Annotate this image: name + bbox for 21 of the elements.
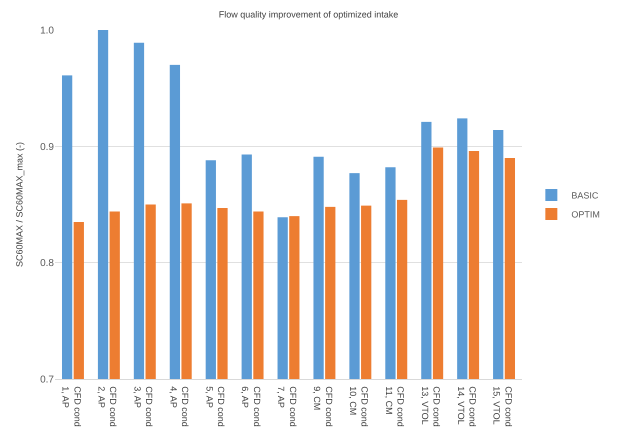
x-tick-label: CFD cond 11, CM	[384, 386, 406, 427]
y-axis-title: SC60MAX / SC60MAX_max (-)	[14, 142, 24, 268]
x-tick-label: CFD cond 9, CM	[312, 386, 334, 427]
y-tick-label: 0.9	[40, 142, 54, 153]
x-tick-label: CFD cond 3, AP	[132, 386, 154, 427]
x-tick-label: CFD cond 10, CM	[348, 386, 370, 427]
x-tick-label: CFD cond 13, VTOL	[420, 386, 442, 427]
x-tick-label: CFD cond 5, AP	[204, 386, 226, 427]
x-tick-label: CFD cond 4, AP	[168, 386, 190, 427]
x-tick-label: CFD cond 2, AP	[96, 386, 118, 427]
y-tick-label: 0.7	[40, 374, 54, 386]
legend-label: OPTIM	[571, 210, 600, 220]
x-tick-label: CFD cond 15, VTOL	[492, 386, 514, 427]
y-tick-label: 0.8	[40, 258, 54, 270]
chart-title: Flow quality improvement of optimized intake	[218, 9, 398, 20]
legend-label: BASIC	[571, 190, 599, 201]
x-tick-label: CFD cond 7, AP	[276, 386, 298, 427]
x-tick-label: CFD cond 6, AP	[240, 386, 262, 427]
x-tick-label: CFD cond 1, AP	[60, 386, 82, 427]
y-tick-label: 1.0	[40, 26, 54, 36]
x-tick-label: CFD cond 14, VTOL	[456, 386, 478, 427]
